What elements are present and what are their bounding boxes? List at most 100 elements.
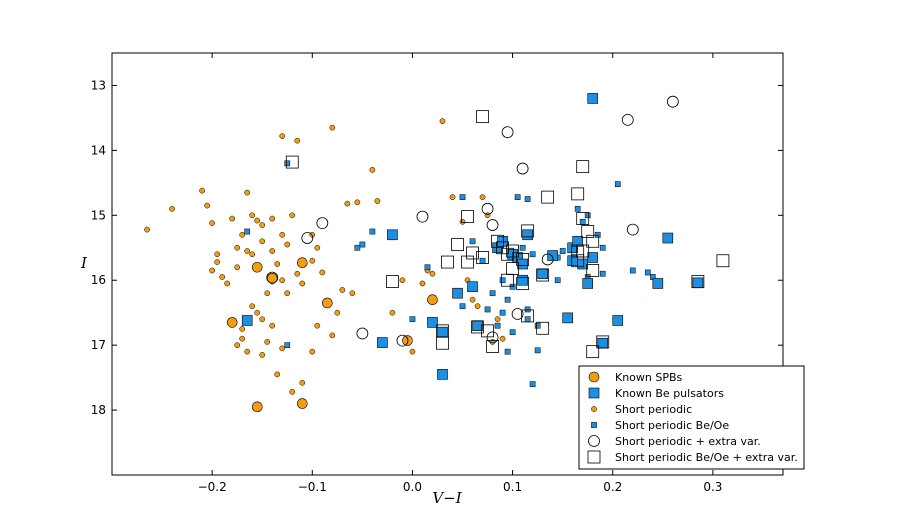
point-known-be-pulsators [517,258,528,270]
point-short-periodic [314,244,321,251]
point-short-periodic-be-oe [554,277,561,284]
point-short-periodic [484,212,491,219]
point-short-periodic-be-oe-extra-var [536,268,550,282]
point-known-be-pulsators [437,326,448,338]
point-short-periodic-extra-var [266,271,279,284]
point-short-periodic-be-oe-extra-var [441,255,454,269]
point-short-periodic [279,231,286,238]
point-short-periodic [374,198,381,204]
y-tick-label: 15 [91,208,106,222]
point-short-periodic-be-oe-extra-var [596,335,610,349]
y-tick-label: 17 [91,338,106,352]
axis-ticks: −0.2 −0.1 0.0 0.1 0.2 0.3 13 14 15 16 17 18 [91,53,783,494]
point-short-periodic-be-oe [244,228,251,235]
point-short-periodic [284,290,291,297]
point-short-periodic [474,303,481,310]
point-short-periodic-be-oe-extra-var [386,275,399,288]
point-short-periodic [259,316,266,323]
y-tick-label: 16 [91,273,106,287]
point-short-periodic [299,379,306,386]
point-short-periodic-be-oe [459,303,466,310]
point-short-periodic [254,217,261,224]
point-short-periodic [309,257,316,264]
point-short-periodic [409,348,416,355]
point-short-periodic [269,322,276,329]
point-short-periodic [169,205,175,212]
point-short-periodic [309,348,316,355]
point-short-periodic-be-oe-extra-var [586,345,600,359]
point-short-periodic [269,248,276,254]
point-short-periodic [224,280,231,287]
point-short-periodic [494,316,501,323]
point-known-spbs [427,294,438,306]
legend-label-short-periodic-be-oe-extra-var: Short periodic Be/Oe + extra var. [615,451,798,464]
point-short-periodic-be-oe-extra-var [491,234,504,248]
point-short-periodic-be-oe [574,205,581,212]
point-short-periodic [264,290,271,297]
point-short-periodic-be-oe-extra-var [481,324,494,338]
point-short-periodic [459,218,466,225]
point-short-periodic [269,215,276,222]
point-known-be-pulsators [522,229,533,241]
point-short-periodic-be-oe [534,322,541,329]
point-short-periodic [284,241,291,248]
point-short-periodic-extra-var [516,162,529,175]
point-short-periodic-be-oe-extra-var [451,238,464,251]
point-known-spbs [226,317,238,328]
point-short-periodic-be-oe-extra-var [586,234,600,248]
point-short-periodic [349,290,356,297]
point-short-periodic-be-oe [584,212,591,219]
point-short-periodic [219,274,226,280]
x-tick-label: 0.2 [603,480,622,494]
point-short-periodic-be-oe [529,251,536,258]
x-tick-label: 0.1 [503,480,522,494]
point-short-periodic [279,345,286,352]
point-known-spbs [322,297,333,309]
point-short-periodic-be-oe-extra-var [521,309,535,323]
point-known-spbs [402,335,413,346]
point-short-periodic [339,287,346,293]
point-short-periodic [204,202,210,209]
point-short-periodic-extra-var [316,217,329,229]
point-short-periodic-be-oe [504,296,511,303]
point-short-periodic-be-oe [594,231,601,238]
point-short-periodic-be-oe [499,277,506,284]
legend-label-short-periodic-extra-var: Short periodic + extra var. [615,435,761,448]
point-short-periodic [209,220,215,226]
point-short-periodic-be-oe-extra-var [571,187,585,201]
point-short-periodic-extra-var [501,126,514,139]
legend-marker [587,450,601,464]
point-known-be-pulsators [387,229,398,241]
legend-markers [587,371,601,464]
point-known-spbs [251,261,263,273]
point-short-periodic-be-oe [494,322,501,329]
point-short-periodic [329,332,336,339]
point-short-periodic [354,199,361,206]
point-short-periodic [279,277,286,284]
point-short-periodic-be-oe-extra-var [461,210,474,224]
point-short-periodic [319,269,326,276]
point-short-periodic-extra-var [416,210,429,223]
point-short-periodic-extra-var [541,253,554,266]
point-short-periodic-be-oe-extra-var [516,253,530,266]
point-short-periodic [234,342,241,349]
point-short-periodic-be-oe [489,290,496,297]
point-short-periodic-be-oe-extra-var [576,244,590,258]
point-short-periodic-be-oe [534,347,541,354]
legend-marker [591,422,597,428]
point-short-periodic [249,251,256,258]
point-short-periodic-be-oe [599,244,606,251]
point-short-periodic [244,348,251,355]
y-axis-label: I [80,254,88,272]
point-short-periodic-be-oe-extra-var [486,340,499,353]
point-known-be-pulsators [562,312,573,324]
point-short-periodic [399,277,406,284]
point-short-periodic-be-oe [514,194,521,200]
point-short-periodic-be-oe [529,381,536,387]
point-short-periodic-be-oe-extra-var [521,224,535,238]
point-known-spbs [251,401,263,413]
point-short-periodic [239,335,246,342]
point-short-periodic [289,212,296,219]
point-short-periodic [479,194,486,200]
